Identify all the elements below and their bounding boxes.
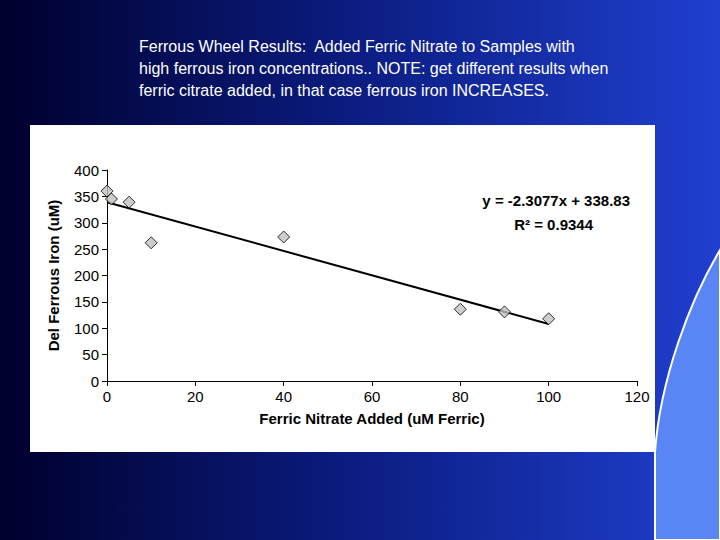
svg-text:40: 40 xyxy=(275,388,292,405)
html-text:Ferrous Wheel Results: Added F: Ferrous Wheel Results: Added Ferric Nitr… xyxy=(139,38,613,99)
svg-text:Ferric Nitrate Added (uM Ferri: Ferric Nitrate Added (uM Ferric) xyxy=(259,410,484,427)
svg-text:R² = 0.9344: R² = 0.9344 xyxy=(514,216,593,233)
svg-text:0: 0 xyxy=(91,373,99,390)
svg-text:150: 150 xyxy=(74,293,99,310)
svg-text:250: 250 xyxy=(74,241,99,258)
svg-text:400: 400 xyxy=(74,162,99,179)
svg-text:100: 100 xyxy=(536,388,561,405)
svg-text:0: 0 xyxy=(103,388,111,405)
svg-text:350: 350 xyxy=(74,188,99,205)
svg-text:60: 60 xyxy=(364,388,381,405)
svg-text:120: 120 xyxy=(624,388,649,405)
svg-text:Del Ferrous Iron (uM): Del Ferrous Iron (uM) xyxy=(45,200,62,352)
svg-text:y = -2.3077x + 338.83: y = -2.3077x + 338.83 xyxy=(482,192,630,209)
svg-text:300: 300 xyxy=(74,214,99,231)
svg-text:200: 200 xyxy=(74,267,99,284)
svg-text:80: 80 xyxy=(452,388,469,405)
svg-text:20: 20 xyxy=(187,388,204,405)
svg-text:100: 100 xyxy=(74,320,99,337)
svg-text:50: 50 xyxy=(82,346,99,363)
